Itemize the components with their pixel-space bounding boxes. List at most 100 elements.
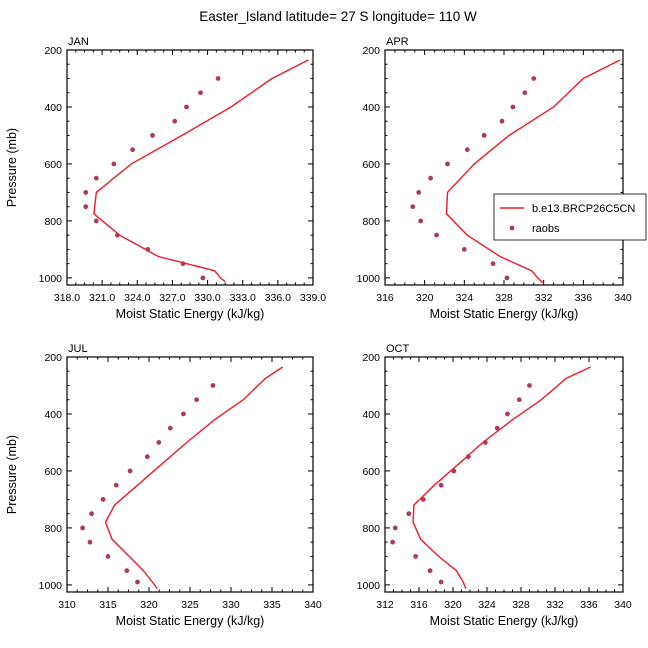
raobs-point (510, 104, 516, 110)
raobs-point (93, 218, 99, 224)
y-tick-label: 400 (44, 102, 62, 114)
y-tick-label: 200 (362, 352, 380, 364)
y-tick-label: 1000 (357, 273, 381, 285)
panel-apr: 316 320 324 328 332 336 340 200 400 600 800 1000 APR… (357, 36, 632, 321)
raobs-point (127, 468, 133, 474)
panel-jul: 310 315 320 325 330 335 340 200 400 600 800 1000 JUL… (5, 343, 322, 628)
raobs-point (114, 232, 120, 238)
model-profile-line (104, 366, 284, 590)
legend-obs-swatch (509, 225, 515, 231)
x-tick-label: 340 (304, 599, 322, 611)
y-tick-label: 400 (44, 409, 62, 421)
raobs-point (416, 190, 422, 195)
raobs-point (461, 246, 467, 252)
panel-title: APR (386, 36, 409, 48)
raobs-point (198, 90, 203, 96)
raobs-point (434, 232, 439, 238)
raobs-point (83, 204, 89, 210)
raobs-point (392, 525, 398, 531)
raobs-point (181, 411, 186, 417)
raobs-point (490, 261, 496, 267)
model-profile-line (412, 366, 591, 589)
raobs-point (210, 383, 216, 388)
x-tick-label: 310 (58, 599, 76, 611)
x-tick-label: 336 (580, 599, 598, 611)
raobs-point (522, 90, 528, 96)
legend-model-label: b.e13.BRCP26C5CN (532, 203, 635, 215)
raobs-point (494, 425, 500, 431)
x-axis-label: Moist Static Energy (kJ/kg) (116, 307, 265, 321)
raobs-point (418, 218, 424, 224)
y-tick-label: 800 (362, 523, 380, 535)
raobs-point (105, 553, 111, 559)
raobs-point (516, 397, 522, 403)
x-tick-label: 327.0 (159, 292, 185, 304)
model-profile-line (93, 59, 309, 283)
raobs-point (83, 190, 89, 195)
panel-jan: 318.0 321.0 324.0 327.0 330.0 333.0 336.0 339.0… (5, 36, 326, 321)
x-tick-label: 328 (495, 292, 513, 304)
x-tick-label: 330.0 (194, 292, 220, 304)
raobs-point (194, 397, 199, 403)
raobs-point (465, 454, 471, 460)
model-profile-line (445, 59, 621, 285)
x-tick-label: 324.0 (124, 292, 150, 304)
x-tick-label: 312 (376, 599, 394, 611)
x-axis-label: Moist Static Energy (kJ/kg) (430, 614, 579, 628)
y-tick-label: 600 (44, 466, 62, 478)
y-tick-label: 1000 (357, 580, 381, 592)
raobs-point (87, 539, 93, 545)
raobs-point (504, 275, 510, 281)
raobs-point (482, 440, 488, 445)
plot-frame (384, 49, 624, 286)
raobs-point (438, 579, 444, 585)
x-tick-label: 335 (263, 599, 281, 611)
x-tick-label: 340 (614, 599, 632, 611)
figure-title: Easter_Island latitude= 27 S longitude= … (199, 9, 477, 24)
x-tick-label: 340 (614, 292, 632, 304)
raobs-point (124, 568, 130, 574)
raobs-point (200, 275, 206, 281)
raobs-point (93, 175, 99, 181)
raobs-point (438, 482, 444, 488)
raobs-point (531, 76, 537, 81)
raobs-point (428, 175, 434, 181)
x-axis-label: Moist Static Energy (kJ/kg) (116, 614, 265, 628)
raobs-point (451, 468, 457, 474)
raobs-point (413, 553, 418, 559)
raobs-point (499, 118, 505, 124)
raobs-point (111, 161, 117, 167)
panel-title: OCT (386, 343, 410, 355)
x-tick-label: 332 (546, 599, 564, 611)
raobs-point (130, 147, 136, 153)
raobs-point (135, 579, 140, 585)
x-tick-label: 339.0 (300, 292, 326, 304)
plot-frame (66, 49, 314, 286)
x-tick-label: 330 (222, 599, 240, 611)
raobs-point (156, 440, 162, 445)
x-tick-label: 321.0 (89, 292, 115, 304)
y-tick-label: 600 (44, 159, 62, 171)
raobs-point (505, 411, 510, 417)
y-tick-label: 1000 (39, 273, 63, 285)
plot-frame (66, 356, 314, 593)
x-tick-label: 325 (181, 599, 199, 611)
y-axis-label: Pressure (mb) (5, 435, 19, 514)
y-tick-label: 600 (362, 159, 380, 171)
x-tick-label: 336.0 (265, 292, 291, 304)
x-tick-label: 324 (478, 599, 496, 611)
raobs-point (113, 482, 119, 488)
panel-title: JUL (68, 343, 88, 355)
x-tick-label: 320 (140, 599, 158, 611)
y-tick-label: 600 (362, 466, 380, 478)
x-tick-label: 332 (535, 292, 553, 304)
raobs-point (464, 147, 470, 153)
raobs-point (80, 525, 85, 531)
y-tick-label: 800 (362, 216, 380, 228)
x-tick-label: 318.0 (54, 292, 80, 304)
raobs-point (410, 204, 416, 210)
raobs-point (167, 425, 173, 431)
legend: b.e13.BRCP26C5CN raobs (493, 193, 647, 241)
raobs-point (145, 246, 151, 252)
